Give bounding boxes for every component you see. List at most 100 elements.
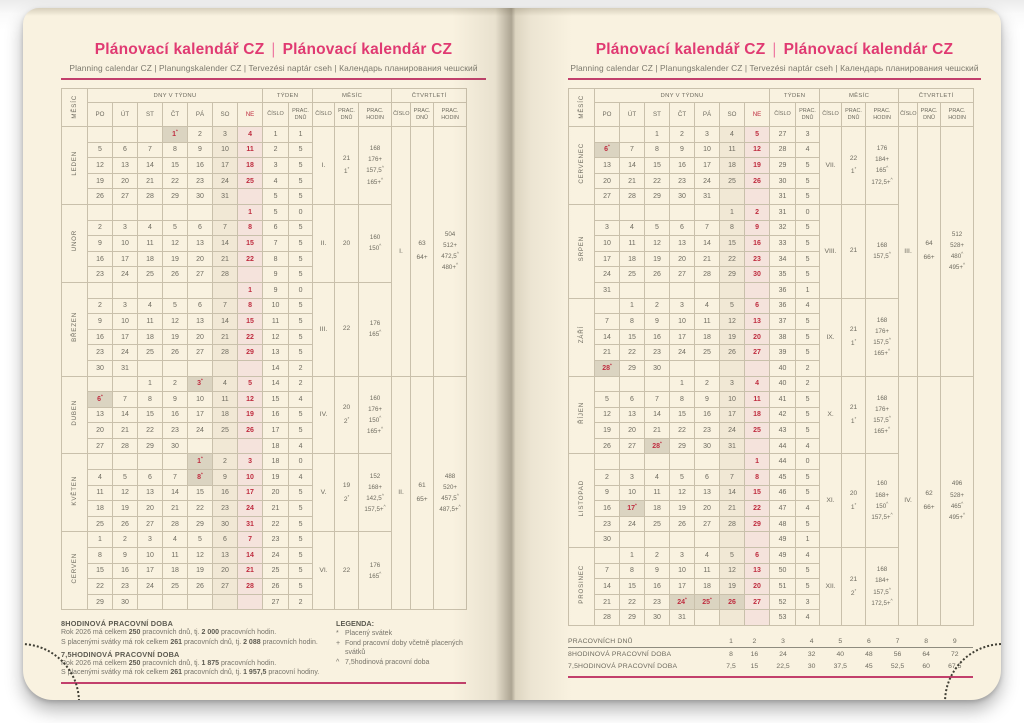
day-name-header: ST — [644, 102, 670, 127]
work-days-hours-body: PRACOVNÍCH DNŮ 1 2 3 4 5 6 7 8 9 8HODINOVÁ PRACOVN… — [568, 635, 973, 672]
day-cell: 11 — [137, 235, 163, 252]
day-cell — [694, 453, 720, 471]
day-cell: 25 — [137, 344, 163, 361]
week-workdays-cell: 5 — [288, 313, 314, 330]
week-workdays-cell: 5 — [288, 266, 314, 283]
week-row: KVĚTEN 1* 2 3 18 0 V. 19 2* 152 168+ 142,5^ 157,5+^ — [61, 453, 467, 533]
month-workdays-cell: 22 — [334, 281, 360, 377]
day-cell: 5 — [719, 547, 745, 564]
day-cell — [87, 281, 113, 299]
quarter-number-cell: II. — [391, 375, 412, 611]
day-cell: 6 — [112, 141, 138, 159]
day-cell: 7 — [212, 219, 238, 237]
day-cell: 14 — [694, 235, 720, 252]
week-number-cell: 37 — [769, 313, 797, 330]
text-line: 157,5+^ — [871, 511, 893, 521]
day-cell: 22 — [719, 250, 745, 268]
day-cell: 26 — [719, 344, 745, 361]
month-workdays-cell: 20 1* — [841, 453, 867, 549]
day-cell — [137, 593, 163, 611]
day-cell: 13 — [743, 562, 771, 580]
text-line: 528+ — [950, 491, 965, 499]
day-cell: 27 — [212, 578, 238, 595]
day-cell: 27 — [743, 344, 771, 361]
column-header: PRAC. DNŮ — [410, 102, 435, 127]
text-line: 64+ — [416, 254, 428, 262]
week-row: 23 24 25 26 27 28 29 13 5 — [62, 344, 467, 361]
text-line: 165^ — [368, 570, 382, 580]
month-number-cell: V. — [312, 453, 336, 533]
day-name-header: PÁ — [694, 102, 720, 127]
week-workdays-cell: 4 — [795, 141, 821, 159]
text-line: 176 — [369, 561, 381, 569]
week-workdays-cell: 4 — [795, 547, 821, 564]
text-line: 66+ — [923, 254, 935, 262]
day-cell: 30 — [212, 515, 238, 533]
mini-value: 5 — [822, 635, 859, 648]
day-cell: 15 — [619, 578, 645, 595]
text-line: 165^ — [368, 329, 382, 339]
day-cell: 27 — [87, 437, 113, 455]
day-cell: 9 — [694, 391, 720, 408]
quarter-workdays-cell: 63 64+ — [410, 126, 435, 377]
day-cell — [187, 359, 213, 377]
day-cell: 13 — [694, 484, 720, 502]
column-header: ČÍSLO — [898, 102, 919, 127]
day-cell: 12 — [644, 235, 670, 252]
week-number-cell: 44 — [769, 437, 797, 455]
day-cell: 14 — [719, 484, 745, 502]
day-cell: 21 — [112, 422, 138, 439]
day-cell: 30 — [743, 266, 771, 283]
day-cell: 5 — [719, 297, 745, 315]
day-cell: 17 — [669, 578, 695, 595]
page-title: Plánovací kalendář CZ | Plánovací kalendár… — [61, 41, 486, 59]
day-cell: 21 — [137, 172, 163, 190]
week-number-cell: 45 — [769, 469, 797, 486]
day-cell: 19 — [112, 500, 138, 517]
text-line: 20 — [849, 489, 858, 497]
month-workdays-cell: 21 2* — [841, 547, 867, 626]
day-cell: 30 — [644, 609, 670, 626]
days-group-header: DNY V TÝDNU — [593, 88, 771, 103]
week-workdays-cell: 5 — [288, 547, 314, 564]
month-name: KVĚTEN — [71, 475, 78, 506]
text-line: 176+ — [368, 405, 383, 413]
column-header: ČÍSLO — [769, 102, 797, 127]
day-name-header: ČT — [162, 102, 188, 127]
text-line: 512+ — [443, 242, 458, 250]
day-cell: 3 — [212, 126, 238, 143]
week-workdays-cell: 5 — [288, 344, 314, 361]
text-line: 1* — [343, 166, 350, 176]
day-cell: 7 — [594, 313, 620, 330]
day-cell: 13 — [212, 547, 238, 564]
week-number-cell: 16 — [262, 406, 290, 424]
week-row: 20 21 22 23 24 25 26 30 5 — [569, 172, 974, 190]
day-cell — [743, 281, 771, 299]
day-cell: 3 — [669, 297, 695, 315]
day-cell: 1 — [87, 531, 113, 549]
calendar-table-right: MĚSÍC DNY V TÝDNU TÝDEN MĚSÍC ČTVRTLETÍ PO ÚT S… — [568, 88, 981, 626]
mini-value: 56 — [893, 650, 902, 658]
week-row: 12 13 14 15 16 17 18 3 5 — [62, 157, 467, 174]
asterisk-marker: * — [201, 455, 203, 461]
column-header: ČÍSLO — [312, 102, 336, 127]
day-cell: 21 — [644, 422, 670, 439]
text-line: 65+ — [416, 495, 428, 503]
week-number-cell: 52 — [769, 593, 797, 611]
week-workdays-cell: 2 — [288, 375, 314, 393]
day-cell: 31 — [236, 515, 264, 533]
day-cell: 26 — [162, 344, 188, 361]
day-cell: 15 — [644, 157, 670, 174]
day-cell: 14 — [212, 313, 238, 330]
day-cell — [137, 453, 163, 471]
day-cell: 8 — [619, 562, 645, 580]
month-number-cell: VI. — [312, 531, 336, 611]
day-cell — [619, 203, 645, 221]
day-cell: 21 — [212, 328, 238, 346]
day-cell: 17 — [187, 406, 213, 424]
header-rule — [568, 78, 981, 80]
day-cell: 7 — [719, 469, 745, 486]
column-header: ČÍSLO — [391, 102, 412, 127]
month-name: ÚNOR — [71, 230, 78, 252]
